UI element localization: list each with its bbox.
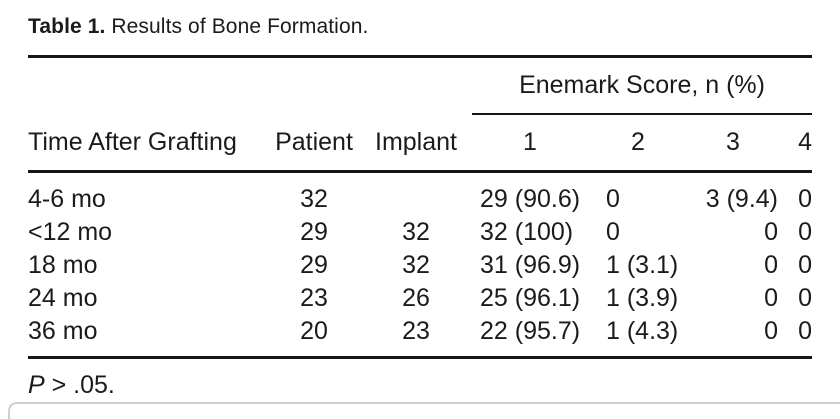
table-row: 18 mo 29 32 31 (96.9) 1 (3.1) 0 0 [28,249,812,282]
table-cell: 0 [798,251,813,279]
column-header-implant: Implant [360,114,472,173]
table-cell: 32 [300,185,328,213]
table-cell: 29 [300,251,328,279]
table-cell: 20 [300,317,328,345]
table-title: Table 1. Results of Bone Formation. [28,14,812,40]
table-cell: 0 [798,185,813,213]
column-header-score2: 2 [588,114,688,173]
column-header-score4: 4 [778,114,813,173]
table-row: 36 mo 20 23 22 (95.7) 1 (4.3) 0 0 [28,315,812,358]
table-cell: 0 [606,185,620,213]
table-container: Table 1. Results of Bone Formation. Enem… [28,0,813,400]
table-cell: 18 mo [28,251,98,279]
column-header-row: Time After Grafting Patient Implant 1 2 … [28,114,813,173]
table-cell: 36 mo [28,317,98,345]
table-cell: <12 mo [28,218,113,246]
table-cell: 29 [300,218,328,246]
table-cell: 32 [402,218,430,246]
footnote: P > .05. [28,371,812,400]
table-cell: 0 [764,284,778,312]
table-cell: 32 [402,251,430,279]
table-row: 4-6 mo 32 29 (90.6) 0 3 (9.4) 0 [28,172,812,217]
table-cell: 24 mo [28,284,98,312]
column-header-time: Time After Grafting [28,114,268,173]
column-header-patient: Patient [268,114,360,173]
table-cell: 32 (100) [480,218,574,246]
table-cell: 23 [402,317,430,345]
column-header-score1: 1 [472,114,588,173]
table-cell [360,172,472,217]
table-cell: 1 (4.3) [606,317,679,345]
table-cell: 0 [764,218,778,246]
table-row: 24 mo 23 26 25 (96.1) 1 (3.9) 0 0 [28,282,812,315]
table-number-label: Table 1. [28,15,106,38]
results-table: Enemark Score, n (%) Time After Grafting… [28,55,813,359]
table-cell: 0 [764,317,778,345]
table-cell: 26 [402,284,430,312]
table-cell: 3 (9.4) [705,185,778,213]
p-value-text: > .05. [44,371,115,399]
table-cell: 22 (95.7) [480,317,581,345]
p-value-label: P [28,371,45,399]
table-cell: 0 [798,284,813,312]
table-caption: Results of Bone Formation. [105,15,369,38]
table-cell: 0 [606,218,620,246]
table-cell: 31 (96.9) [480,251,581,279]
table-cell: 1 (3.9) [606,284,679,312]
spanner-spacer [28,57,472,115]
table-cell: 0 [798,317,813,345]
spanner-header: Enemark Score, n (%) [472,56,813,115]
table-cell: 29 (90.6) [480,185,581,213]
table-cell: 23 [300,284,328,312]
spanner-row: Enemark Score, n (%) [28,56,813,115]
page-edge-divider [8,402,840,419]
column-header-score3: 3 [688,114,778,173]
table-cell: 0 [798,218,813,246]
table-cell: 1 (3.1) [606,251,679,279]
table-cell: 25 (96.1) [480,284,581,312]
table-cell: 4-6 mo [28,185,106,213]
table-row: <12 mo 29 32 32 (100) 0 0 0 [28,216,812,249]
table-cell: 0 [764,251,778,279]
